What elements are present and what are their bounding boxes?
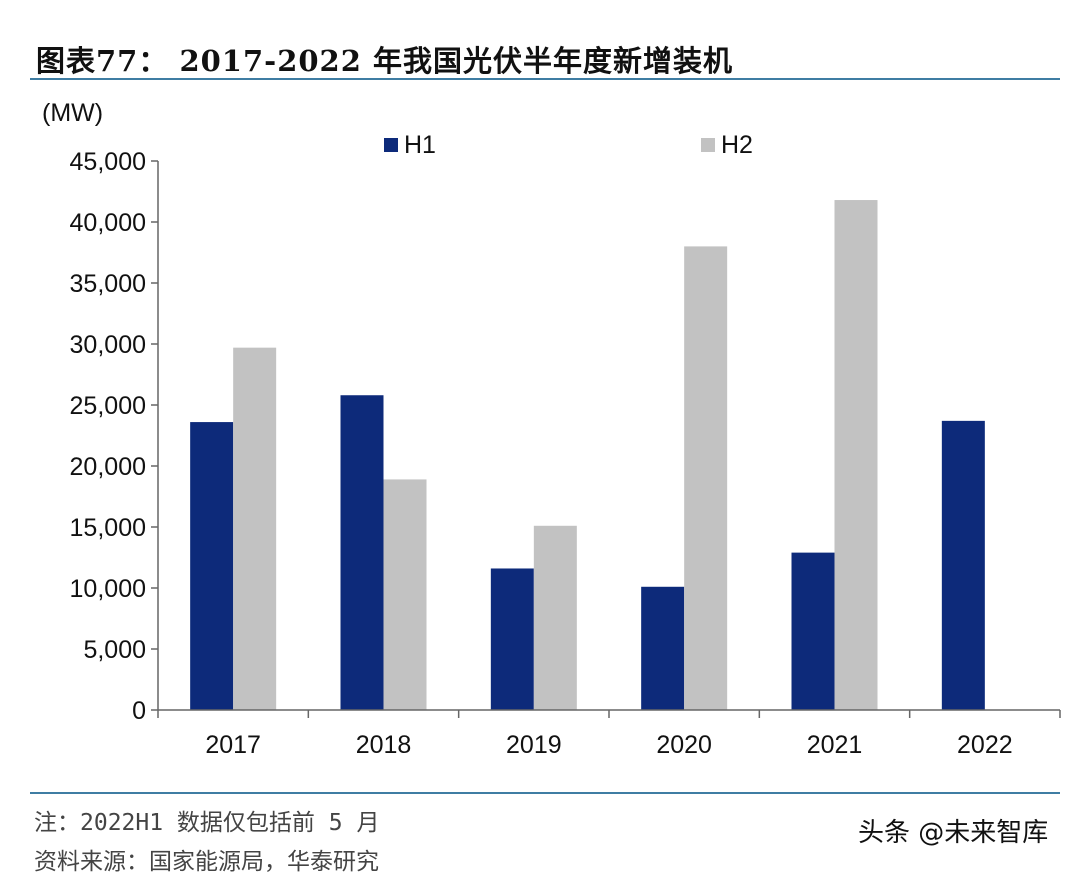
bar-h2-2018 (383, 479, 427, 710)
bar-h1-2020 (641, 586, 685, 710)
bar-h2-2017 (233, 347, 277, 710)
watermark-text: 头条 @未来智库 (858, 818, 1049, 848)
figure-source: 资料来源：国家能源局，华泰研究 (34, 849, 379, 875)
figure-note: 注：2022H1 数据仅包括前 5 月 (34, 810, 380, 836)
x-tick-label: 2018 (356, 731, 412, 759)
bar-h1-2019 (490, 568, 534, 710)
y-tick-label: 35,000 (70, 270, 146, 298)
y-tick-label: 5,000 (83, 636, 146, 664)
bar-chart: (MW) 0 5,000 10,000 15,000 20,000 25,000 30,00… (42, 99, 1061, 759)
legend-swatch-h1 (384, 138, 398, 152)
x-tick-label: 2022 (957, 731, 1013, 759)
footer-divider (30, 792, 1060, 794)
bar-h1-2018 (340, 395, 384, 710)
bar-h1-2017 (190, 422, 234, 710)
bar-h1-2022 (941, 420, 985, 710)
y-tick-label: 15,000 (70, 514, 146, 542)
watermark: 头条 @未来智库 (858, 812, 1048, 849)
title-divider (30, 78, 1060, 80)
figure-title: 图表77： 2017-2022 年我国光伏半年度新增装机 (36, 44, 734, 78)
y-tick-label: 40,000 (70, 209, 146, 237)
legend-label-h2: H2 (721, 131, 753, 159)
y-tick-label: 45,000 (70, 148, 146, 176)
x-tick-label: 2021 (807, 731, 863, 759)
y-tick-label: 0 (132, 697, 146, 725)
bar-h2-2020 (684, 246, 728, 710)
bar-h2-2019 (533, 525, 577, 710)
x-tick-label: 2020 (656, 731, 712, 759)
y-tick-label: 30,000 (70, 331, 146, 359)
y-axis-label: (MW) (42, 99, 103, 127)
bar-h2-2021 (834, 200, 878, 711)
bar-h1-2021 (791, 552, 835, 710)
y-tick-label: 20,000 (70, 453, 146, 481)
x-tick-label: 2019 (506, 731, 562, 759)
y-tick-label: 25,000 (70, 392, 146, 420)
legend-label-h1: H1 (404, 131, 436, 159)
x-tick-label: 2017 (205, 731, 261, 759)
y-tick-label: 10,000 (70, 575, 146, 603)
legend-swatch-h2 (701, 138, 715, 152)
